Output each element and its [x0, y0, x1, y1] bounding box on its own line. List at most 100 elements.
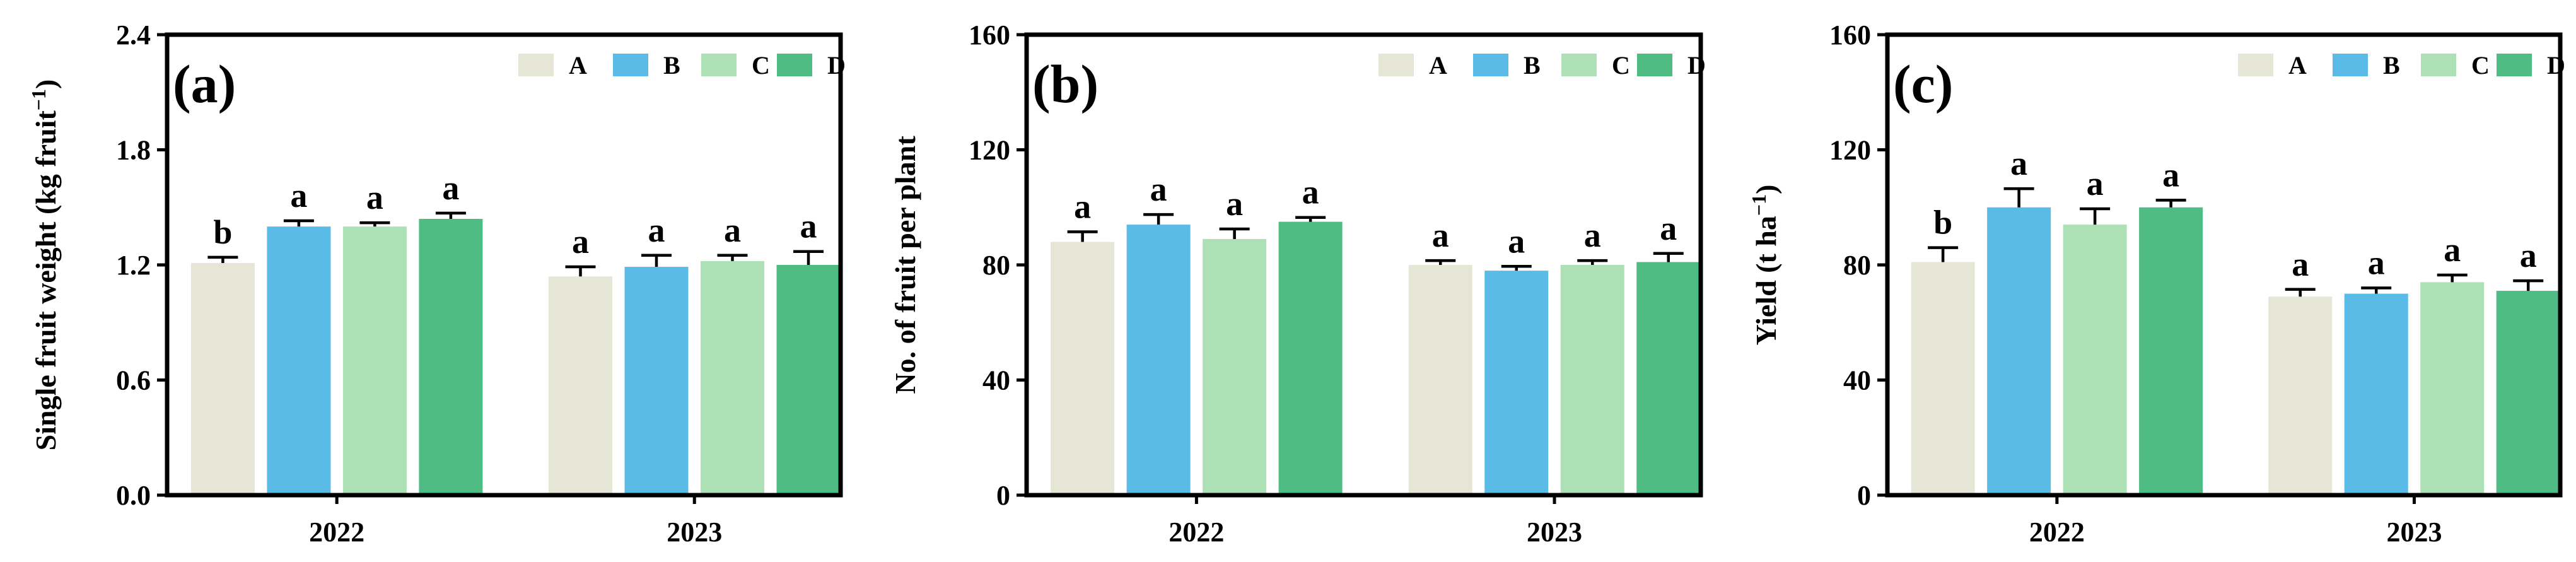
legend-label-C: C — [2471, 51, 2490, 79]
error-bar-C-2023 — [2437, 273, 2468, 283]
sig-letter-D-2023: a — [800, 208, 817, 245]
panel-b: a a a a 2022 a a a a 2023 0 40 80 120 160 No. of fruit … — [889, 20, 1706, 547]
legend-swatch-A — [518, 54, 554, 76]
sig-letter-A-2022: b — [1933, 204, 1952, 242]
sig-letter-C-2023: a — [2444, 231, 2461, 269]
y-tick-label: 80 — [982, 250, 1010, 281]
legend-swatch-B — [2333, 54, 2368, 76]
bar-D-2023 — [2496, 291, 2560, 495]
error-bar-B-2023 — [2361, 286, 2392, 294]
y-axis-title-end: ) — [30, 79, 62, 89]
bar-D-2022 — [1278, 221, 1343, 495]
sig-letter-B-2023: a — [1508, 222, 1525, 260]
error-bar-B-2022 — [1143, 213, 1174, 225]
legend-label-C: C — [1612, 51, 1630, 79]
legend-label-C: C — [752, 51, 770, 79]
legend-label-D: D — [2547, 51, 2565, 79]
x-tick-label-2022: 2022 — [2029, 517, 2085, 547]
sig-letter-A-2023: a — [2292, 245, 2309, 283]
legend-swatch-B — [1473, 54, 1508, 76]
legend-label-A: A — [1429, 51, 1447, 79]
sig-letter-D-2023: a — [1660, 209, 1677, 247]
sig-letter-A-2022: b — [213, 213, 232, 251]
y-tick-label: 40 — [1843, 365, 1871, 396]
sig-letter-C-2023: a — [1584, 216, 1601, 254]
legend-swatch-C — [2421, 54, 2456, 76]
legend-swatch-D — [1637, 54, 1672, 76]
error-bar-D-2023 — [2513, 279, 2544, 291]
y-tick-label: 0.0 — [116, 480, 151, 511]
y-tick-label: 120 — [1829, 135, 1871, 166]
sig-letter-A-2023: a — [1432, 216, 1449, 254]
error-bar-D-2022 — [435, 211, 466, 219]
y-axis-title-main: No. of fruit per plant — [889, 136, 921, 394]
error-bar-A-2022 — [207, 255, 238, 263]
legend-swatch-D — [777, 54, 812, 76]
bar-C-2022 — [2063, 225, 2127, 495]
error-bar-C-2022 — [1219, 227, 1250, 239]
y-tick-label: 1.8 — [116, 135, 151, 166]
sig-letter-D-2022: a — [1302, 173, 1319, 211]
bar-B-2023 — [2344, 293, 2408, 495]
y-tick-label: 80 — [1843, 250, 1871, 281]
legend-label-A: A — [2288, 51, 2307, 79]
x-tick-label-2023: 2023 — [2386, 517, 2442, 547]
bar-B-2022 — [267, 226, 331, 495]
y-tick-label: 120 — [969, 135, 1010, 166]
error-bar-A-2022 — [1928, 246, 1959, 262]
y-tick-label: 0 — [996, 480, 1010, 511]
y-axis-title: Yield (t ha−1) — [1747, 185, 1782, 346]
y-tick-label: 2.4 — [116, 20, 151, 50]
sig-letter-D-2022: a — [442, 169, 459, 207]
y-tick-label: 0 — [1857, 480, 1871, 511]
error-bar-A-2023 — [2285, 288, 2316, 297]
bar-A-2023 — [2268, 296, 2333, 495]
legend-swatch-D — [2497, 54, 2532, 76]
x-tick-label-2023: 2023 — [1527, 517, 1582, 547]
error-bar-D-2023 — [1653, 252, 1684, 262]
sig-letter-D-2023: a — [2520, 237, 2537, 274]
legend-swatch-C — [1561, 54, 1597, 76]
panel-a: b a a a 2022 a a a a 2023 0.0 0.6 1.2 1.8 2.4 Single fr… — [27, 20, 846, 547]
y-axis-title: No. of fruit per plant — [889, 136, 921, 394]
x-tick-label-2022: 2022 — [309, 517, 364, 547]
bar-B-2022 — [1126, 225, 1191, 495]
error-bar-C-2023 — [717, 254, 748, 261]
sig-letter-C-2023: a — [724, 211, 741, 249]
panel-c: b a a a 2022 a a a a 2023 0 40 80 120 160 Yield (t ha−1… — [1747, 20, 2565, 547]
error-bar-A-2023 — [565, 265, 596, 277]
y-axis-title-sup: −1 — [1747, 194, 1770, 216]
panel-label: (c) — [1893, 54, 1953, 114]
legend-label-D: D — [1687, 51, 1706, 79]
bar-D-2023 — [776, 265, 841, 495]
legend-swatch-A — [1378, 54, 1414, 76]
y-tick-label: 0.6 — [116, 365, 151, 396]
y-tick-label: 40 — [982, 365, 1010, 396]
error-bar-B-2023 — [1501, 265, 1532, 271]
bar-C-2023 — [2420, 282, 2485, 495]
legend-label-B: B — [2383, 51, 2400, 79]
sig-letter-B-2023: a — [2368, 244, 2385, 282]
x-tick-label-2022: 2022 — [1169, 517, 1224, 547]
sig-letter-A-2023: a — [572, 223, 589, 261]
legend-label-B: B — [663, 51, 680, 79]
error-bar-C-2023 — [1577, 259, 1608, 265]
sig-letter-B-2022: a — [1150, 170, 1167, 208]
error-bar-C-2022 — [359, 221, 390, 227]
y-tick-label: 160 — [1829, 20, 1871, 50]
bar-A-2022 — [1051, 242, 1115, 495]
bar-C-2022 — [342, 226, 407, 495]
bar-B-2023 — [1484, 271, 1549, 495]
y-axis-title-sup: −1 — [27, 89, 50, 110]
error-bar-D-2022 — [2155, 199, 2186, 208]
bar-C-2023 — [700, 261, 764, 495]
sig-letter-C-2022: a — [366, 179, 383, 216]
bar-C-2022 — [1203, 238, 1267, 495]
legend-swatch-B — [613, 54, 648, 76]
y-axis-title-end: ) — [1750, 185, 1782, 194]
legend-label-D: D — [827, 51, 846, 79]
sig-letter-C-2022: a — [1226, 185, 1243, 223]
error-bar-A-2023 — [1425, 259, 1456, 265]
error-bar-D-2023 — [793, 250, 824, 265]
